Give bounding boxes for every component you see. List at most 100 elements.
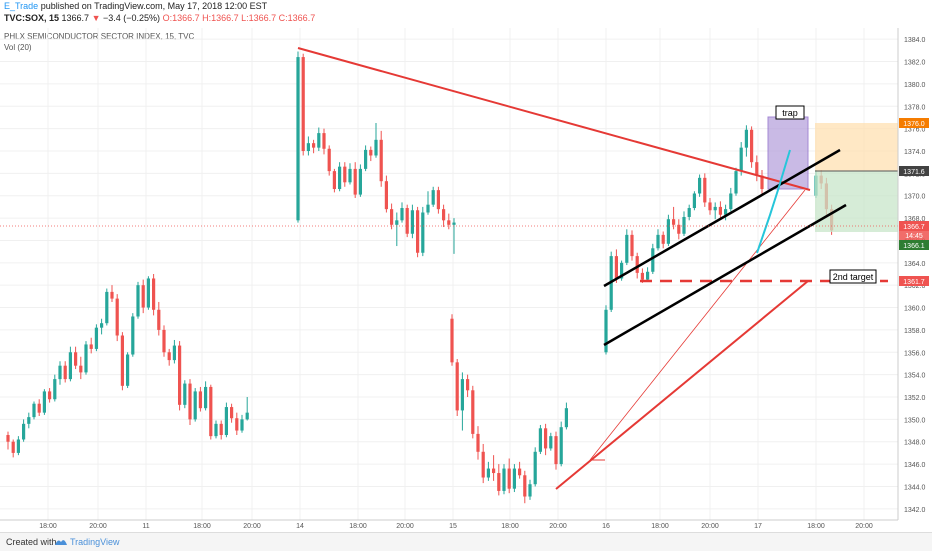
candle-body[interactable] bbox=[708, 202, 712, 211]
candle-body[interactable] bbox=[744, 129, 748, 148]
candle-body[interactable] bbox=[183, 383, 187, 405]
candle-body[interactable] bbox=[11, 441, 15, 453]
candle-body[interactable] bbox=[178, 345, 182, 405]
candle-body[interactable] bbox=[141, 285, 145, 308]
candle-body[interactable] bbox=[604, 309, 608, 353]
candle-body[interactable] bbox=[364, 149, 368, 169]
candle-body[interactable] bbox=[193, 391, 197, 420]
candle-body[interactable] bbox=[27, 417, 31, 424]
candle-body[interactable] bbox=[74, 352, 78, 366]
candle-body[interactable] bbox=[455, 362, 459, 411]
candle-body[interactable] bbox=[22, 423, 26, 440]
candle-body[interactable] bbox=[317, 133, 321, 148]
candle-body[interactable] bbox=[460, 379, 464, 411]
candle-body[interactable] bbox=[405, 208, 409, 234]
candle-body[interactable] bbox=[348, 168, 352, 183]
candle-body[interactable] bbox=[677, 224, 681, 234]
candle-body[interactable] bbox=[42, 391, 46, 413]
candle-body[interactable] bbox=[343, 166, 347, 183]
candle-body[interactable] bbox=[230, 407, 234, 419]
candle-body[interactable] bbox=[486, 468, 490, 478]
candle-body[interactable] bbox=[152, 278, 156, 310]
candle-body[interactable] bbox=[614, 256, 618, 279]
candle-body[interactable] bbox=[204, 386, 208, 409]
trap-box[interactable] bbox=[767, 116, 809, 190]
candle-body[interactable] bbox=[384, 181, 388, 210]
candle-body[interactable] bbox=[115, 298, 119, 336]
candle-body[interactable] bbox=[219, 423, 223, 436]
candle-body[interactable] bbox=[312, 143, 316, 148]
candle-body[interactable] bbox=[666, 219, 670, 244]
candle-body[interactable] bbox=[554, 436, 558, 465]
candle-body[interactable] bbox=[729, 193, 733, 210]
target-zone[interactable] bbox=[815, 123, 898, 171]
tradingview-logo-icon[interactable] bbox=[54, 536, 68, 549]
stop-zone[interactable] bbox=[815, 171, 898, 232]
candle-body[interactable] bbox=[58, 365, 62, 380]
candle-body[interactable] bbox=[379, 139, 383, 182]
candle-body[interactable] bbox=[327, 148, 331, 172]
candle-body[interactable] bbox=[338, 166, 342, 190]
candle-body[interactable] bbox=[656, 234, 660, 249]
candle-body[interactable] bbox=[476, 433, 480, 452]
candle-body[interactable] bbox=[100, 323, 104, 328]
candle-body[interactable] bbox=[395, 220, 399, 225]
candle-body[interactable] bbox=[450, 318, 454, 363]
ascending-support-line[interactable] bbox=[555, 280, 809, 490]
candle-body[interactable] bbox=[79, 365, 83, 373]
candle-body[interactable] bbox=[68, 352, 72, 380]
candle-body[interactable] bbox=[410, 210, 414, 234]
candle-body[interactable] bbox=[53, 379, 57, 400]
candle-body[interactable] bbox=[497, 473, 501, 491]
candle-body[interactable] bbox=[84, 344, 88, 373]
candle-body[interactable] bbox=[240, 419, 244, 431]
candle-body[interactable] bbox=[301, 57, 305, 152]
candle-body[interactable] bbox=[214, 423, 218, 437]
candle-body[interactable] bbox=[724, 209, 728, 215]
candle-body[interactable] bbox=[533, 451, 537, 485]
candle-body[interactable] bbox=[713, 206, 717, 211]
candle-body[interactable] bbox=[167, 352, 171, 361]
candle-body[interactable] bbox=[492, 468, 496, 474]
candle-body[interactable] bbox=[358, 168, 362, 195]
candle-body[interactable] bbox=[452, 222, 456, 225]
candle-body[interactable] bbox=[235, 418, 239, 431]
candle-body[interactable] bbox=[698, 177, 702, 194]
candle-body[interactable] bbox=[416, 210, 420, 253]
candle-body[interactable] bbox=[620, 262, 624, 279]
candle-body[interactable] bbox=[431, 190, 435, 205]
candle-body[interactable] bbox=[37, 403, 41, 413]
candle-body[interactable] bbox=[245, 412, 249, 420]
channel-upper-line[interactable] bbox=[603, 148, 841, 288]
candle-body[interactable] bbox=[682, 216, 686, 234]
candle-body[interactable] bbox=[16, 439, 20, 453]
candle-body[interactable] bbox=[528, 484, 532, 497]
candle-body[interactable] bbox=[692, 193, 696, 209]
candle-body[interactable] bbox=[209, 386, 213, 437]
candle-body[interactable] bbox=[538, 428, 542, 452]
chart-area[interactable]: trap 2nd target 1384.0 1382.0 1380.0 1378.0… bbox=[0, 0, 932, 532]
candle-body[interactable] bbox=[374, 139, 378, 156]
candle-body[interactable] bbox=[105, 291, 109, 324]
candle-body[interactable] bbox=[32, 403, 36, 418]
candle-body[interactable] bbox=[651, 248, 655, 272]
candle-body[interactable] bbox=[672, 219, 676, 225]
candle-body[interactable] bbox=[518, 468, 522, 476]
candle-body[interactable] bbox=[94, 327, 98, 349]
candle-body[interactable] bbox=[400, 208, 404, 221]
candle-body[interactable] bbox=[126, 354, 130, 386]
candle-body[interactable] bbox=[471, 390, 475, 434]
candle-body[interactable] bbox=[502, 468, 506, 491]
channel-lower-line[interactable] bbox=[603, 203, 847, 347]
candle-body[interactable] bbox=[549, 436, 553, 449]
candle-body[interactable] bbox=[332, 171, 336, 190]
candle-body[interactable] bbox=[6, 435, 10, 442]
candle-body[interactable] bbox=[703, 177, 707, 203]
candle-body[interactable] bbox=[421, 212, 425, 253]
candle-body[interactable] bbox=[466, 379, 470, 391]
candle-body[interactable] bbox=[131, 316, 135, 355]
candle-body[interactable] bbox=[296, 57, 300, 221]
candle-body[interactable] bbox=[512, 468, 516, 489]
candle-body[interactable] bbox=[447, 220, 451, 225]
candle-body[interactable] bbox=[544, 428, 548, 449]
